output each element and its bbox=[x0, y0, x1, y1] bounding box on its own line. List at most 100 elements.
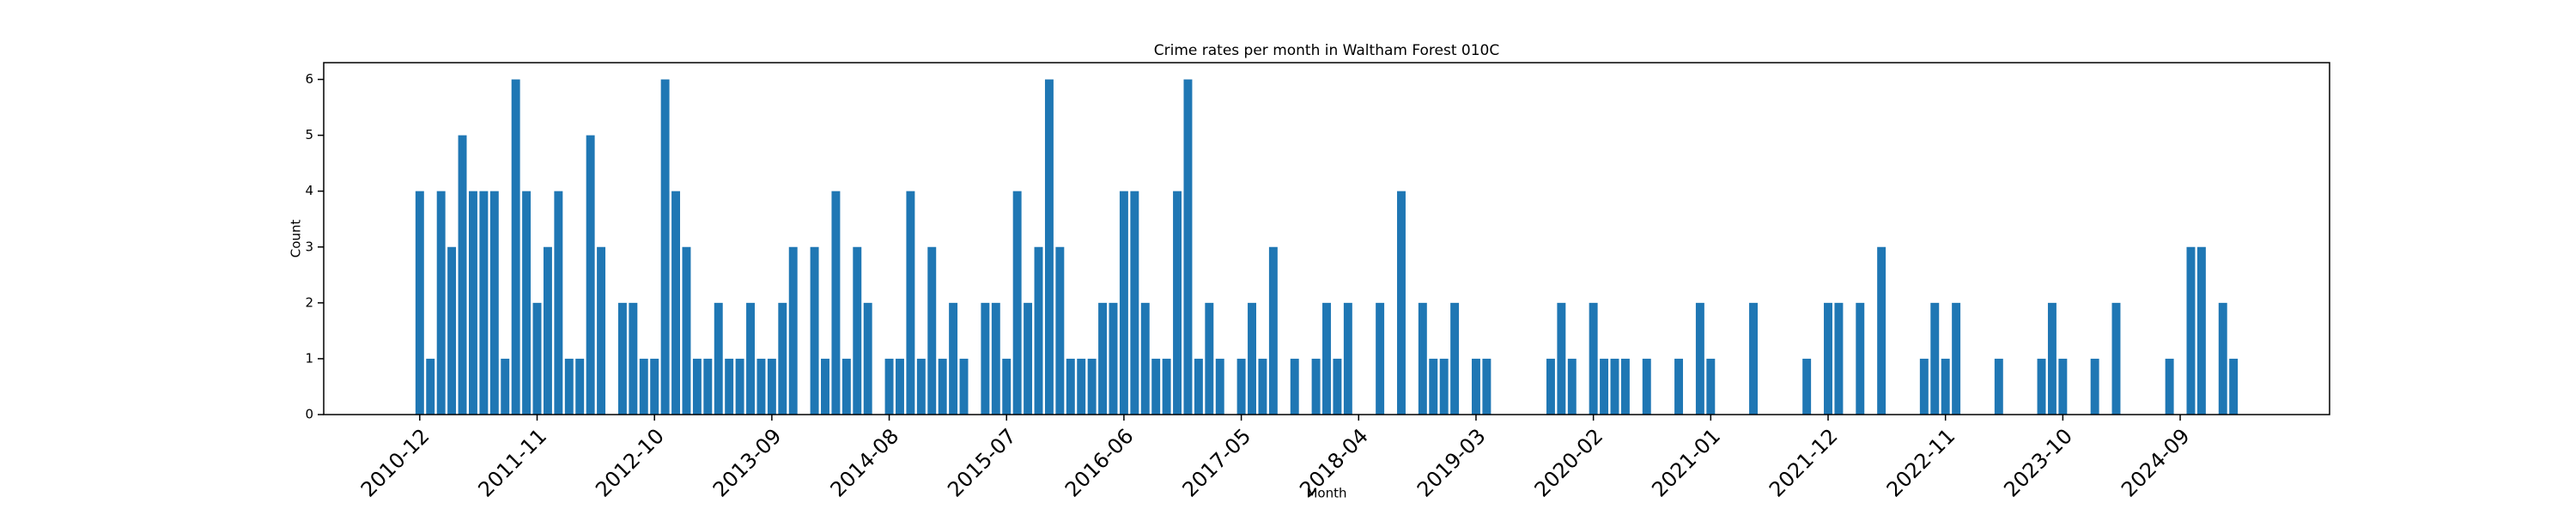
bar bbox=[1941, 358, 1950, 415]
bar bbox=[831, 191, 841, 415]
bar bbox=[1439, 358, 1449, 415]
bar bbox=[1109, 302, 1118, 415]
bar bbox=[554, 191, 563, 415]
y-tick-label: 2 bbox=[305, 294, 313, 310]
bar bbox=[1311, 358, 1321, 415]
bar bbox=[863, 302, 872, 415]
bar bbox=[938, 358, 947, 415]
bar bbox=[1429, 358, 1438, 415]
bar bbox=[1567, 358, 1577, 415]
bar bbox=[1215, 358, 1224, 415]
bar bbox=[1952, 302, 1961, 415]
y-tick-label: 3 bbox=[305, 239, 313, 254]
bar bbox=[703, 358, 713, 415]
bar bbox=[2047, 302, 2057, 415]
bar bbox=[949, 302, 958, 415]
bar bbox=[1140, 302, 1150, 415]
bar bbox=[1471, 358, 1480, 415]
bar bbox=[1919, 358, 1929, 415]
bar bbox=[896, 358, 904, 415]
bar bbox=[1205, 302, 1214, 415]
bar bbox=[1044, 79, 1054, 415]
bar bbox=[1248, 302, 1256, 415]
bar bbox=[639, 358, 648, 415]
bar bbox=[479, 191, 489, 415]
bar bbox=[564, 358, 574, 415]
bar bbox=[1055, 246, 1065, 415]
bar bbox=[927, 246, 937, 415]
bar bbox=[1834, 302, 1844, 415]
bar bbox=[1824, 302, 1832, 415]
bar bbox=[617, 302, 627, 415]
bar bbox=[1749, 302, 1758, 415]
bar bbox=[1333, 358, 1342, 415]
bar bbox=[2218, 302, 2227, 415]
bar bbox=[1034, 246, 1043, 415]
bar bbox=[543, 246, 552, 415]
bar bbox=[447, 246, 457, 415]
bar bbox=[1162, 358, 1171, 415]
bar bbox=[991, 302, 1000, 415]
bar bbox=[1130, 191, 1139, 415]
bar bbox=[906, 191, 915, 415]
bar bbox=[650, 358, 659, 415]
bar bbox=[810, 246, 819, 415]
bar bbox=[853, 246, 862, 415]
bar bbox=[2229, 358, 2239, 415]
bar bbox=[2165, 358, 2174, 415]
bar bbox=[1343, 302, 1352, 415]
bar bbox=[1695, 302, 1704, 415]
bar bbox=[692, 358, 702, 415]
bar bbox=[575, 358, 585, 415]
bar bbox=[1119, 191, 1128, 415]
chart-title: Crime rates per month in Waltham Forest … bbox=[1154, 42, 1500, 59]
bar bbox=[1077, 358, 1086, 415]
bar bbox=[1450, 302, 1460, 415]
y-tick-label: 1 bbox=[305, 350, 313, 366]
bar bbox=[671, 191, 681, 415]
bar bbox=[1674, 358, 1684, 415]
plot-frame bbox=[323, 62, 2330, 415]
bar bbox=[1066, 358, 1075, 415]
bar bbox=[522, 191, 532, 415]
bar bbox=[821, 358, 829, 415]
bar bbox=[1418, 302, 1427, 415]
bar bbox=[1098, 302, 1108, 415]
y-tick-label: 5 bbox=[305, 127, 313, 142]
y-tick-label: 6 bbox=[305, 71, 313, 87]
x-axis-label: Month bbox=[1306, 486, 1346, 501]
bar bbox=[1322, 302, 1331, 415]
bar bbox=[501, 358, 510, 415]
bar bbox=[841, 358, 851, 415]
bar bbox=[2090, 358, 2099, 415]
bar bbox=[660, 79, 670, 415]
bar bbox=[1087, 358, 1097, 415]
bar bbox=[468, 191, 477, 415]
bar bbox=[1706, 358, 1716, 415]
bar bbox=[1930, 302, 1940, 415]
bar bbox=[1012, 191, 1022, 415]
bar bbox=[981, 302, 990, 415]
bar bbox=[1397, 191, 1406, 415]
bar bbox=[735, 358, 744, 415]
bar bbox=[778, 302, 787, 415]
bar bbox=[415, 191, 424, 415]
bar bbox=[1183, 79, 1193, 415]
bar bbox=[586, 135, 595, 415]
bar bbox=[2196, 246, 2206, 415]
bar bbox=[2186, 246, 2196, 415]
bar bbox=[1642, 358, 1651, 415]
bar bbox=[788, 246, 798, 415]
y-axis-label: Count bbox=[289, 220, 304, 258]
bar bbox=[756, 358, 766, 415]
y-tick-label: 0 bbox=[305, 407, 313, 422]
bar bbox=[714, 302, 723, 415]
bar bbox=[1620, 358, 1630, 415]
bar bbox=[1376, 302, 1385, 415]
bar bbox=[426, 358, 435, 415]
bar bbox=[1589, 302, 1598, 415]
bar bbox=[489, 191, 499, 415]
bar bbox=[532, 302, 542, 415]
bar bbox=[1236, 358, 1246, 415]
